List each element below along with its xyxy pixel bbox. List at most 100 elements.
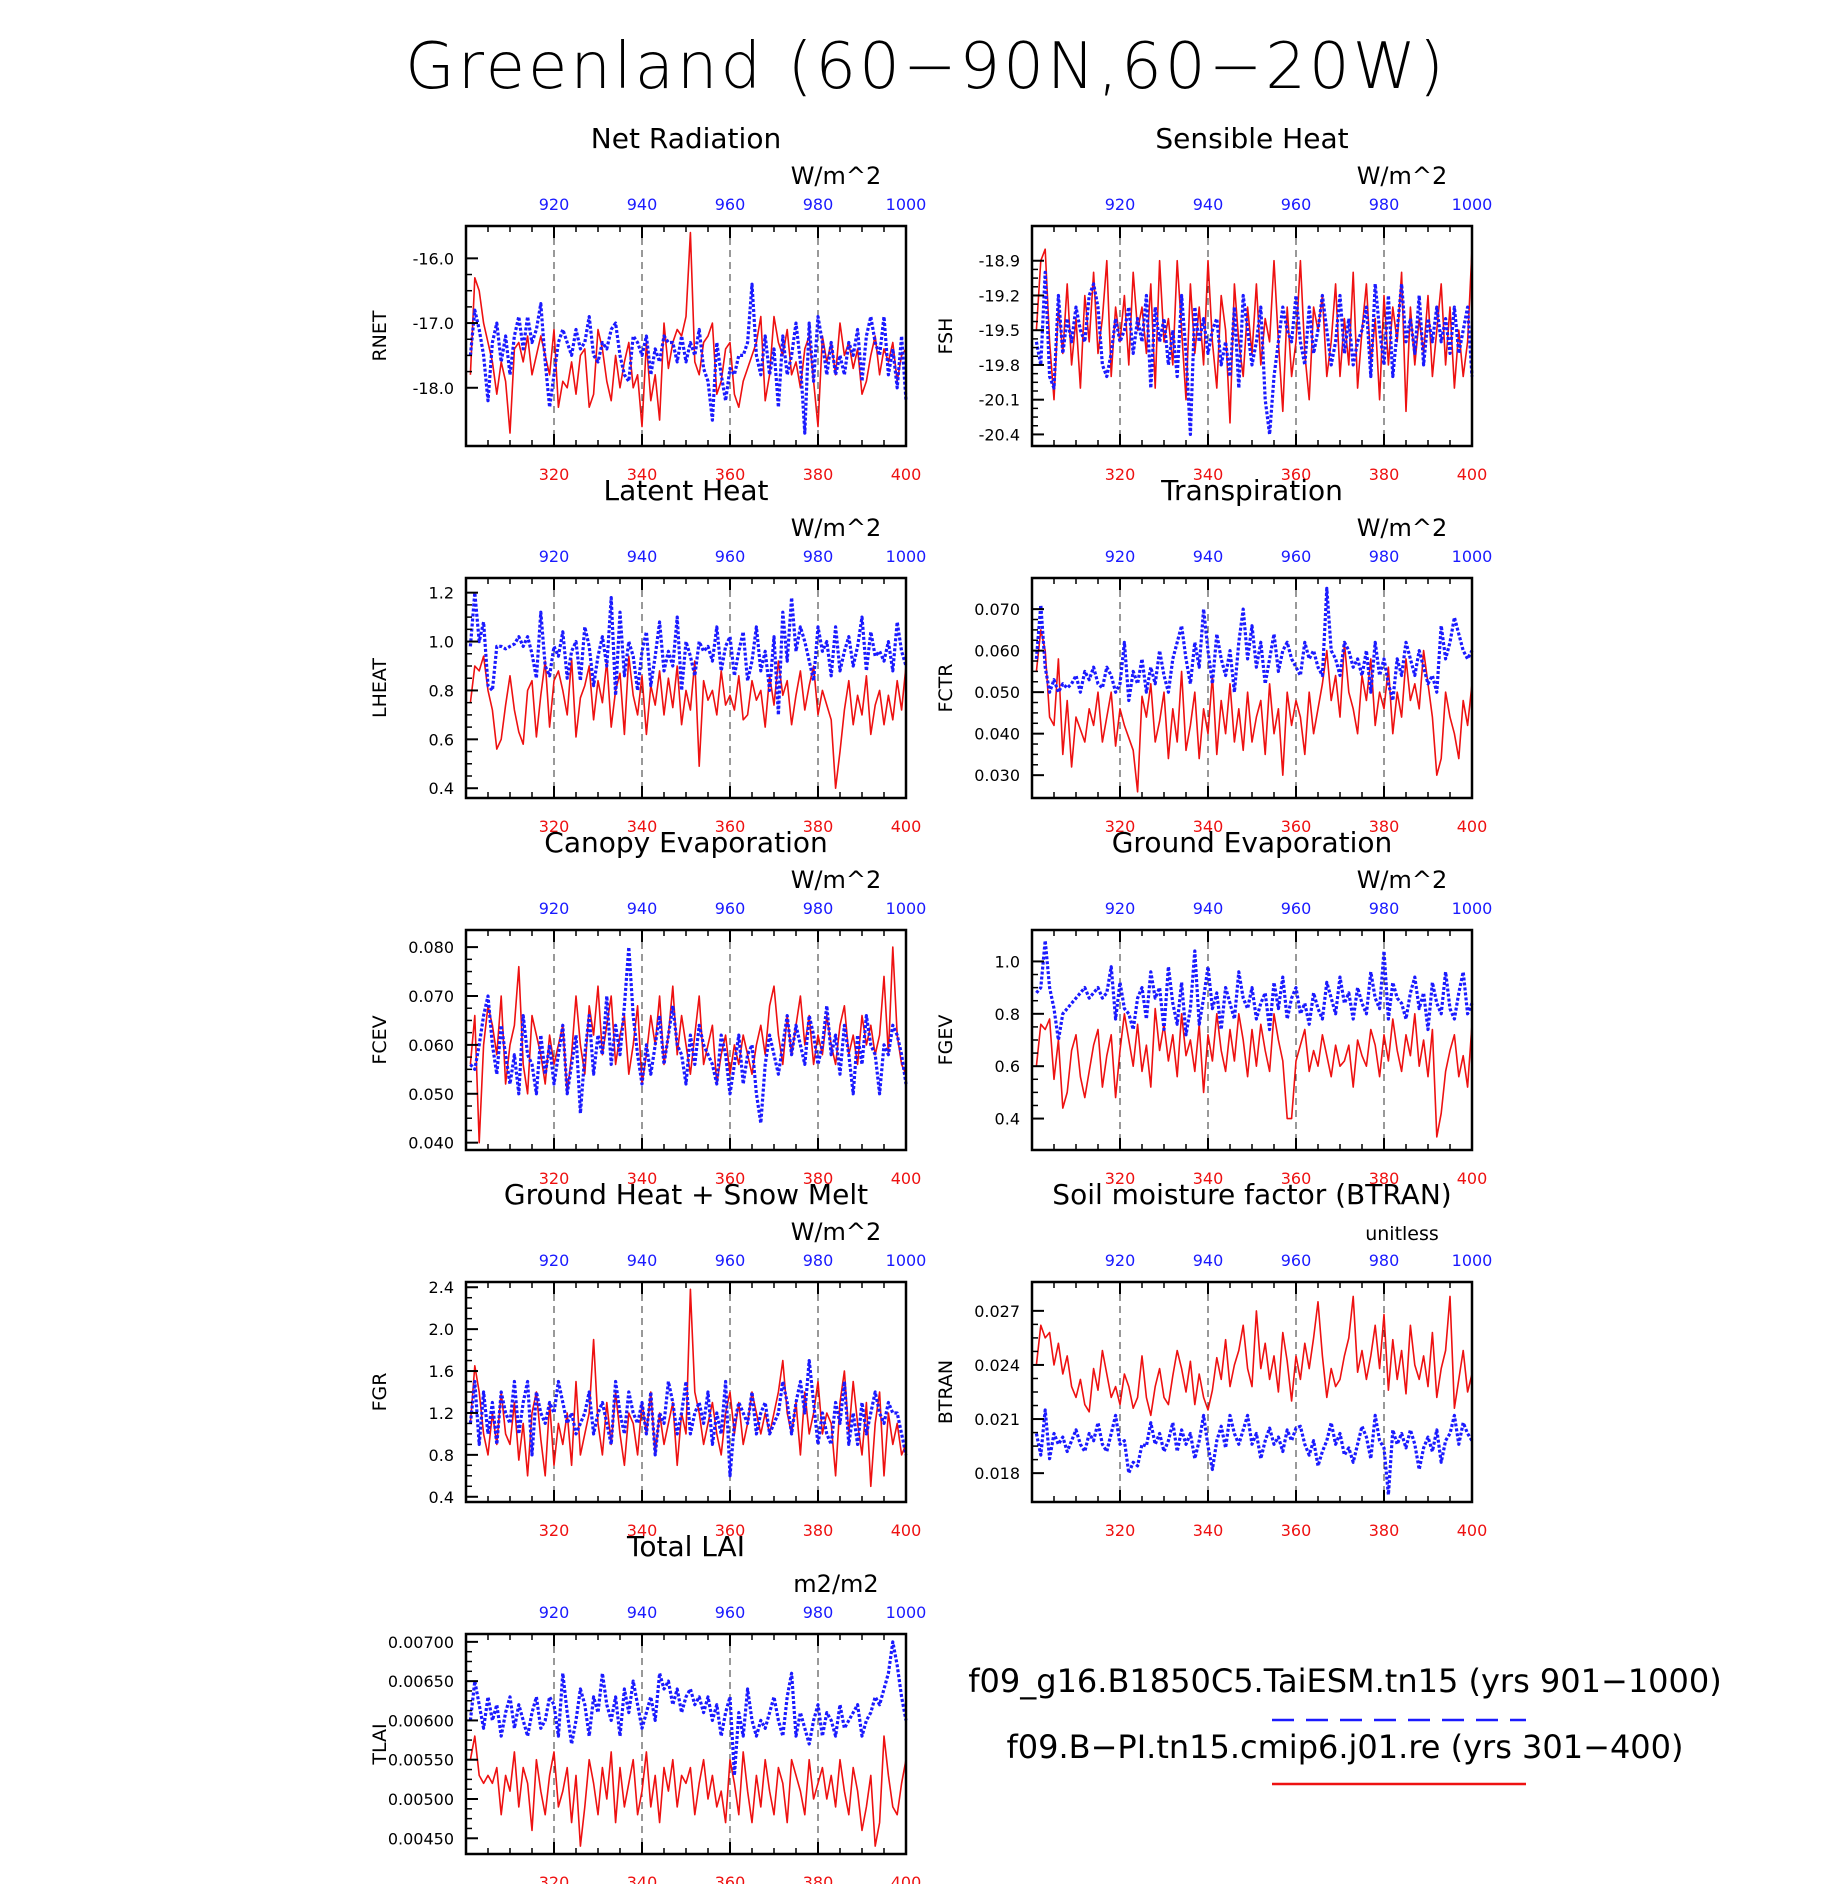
y-tick-label: 1.2 <box>429 1404 454 1423</box>
series-line-red <box>469 1288 907 1488</box>
x-bottom-tick-label: 380 <box>803 817 834 836</box>
y-axis-label: TLAI <box>369 1723 391 1765</box>
legend-entry-1: f09.B−PI.tn15.cmip6.j01.re (yrs 301−400) <box>1006 1728 1684 1786</box>
x-bottom-tick-label: 360 <box>1281 817 1312 836</box>
panel-btran: Soil moisture factor (BTRAN) unitless BTRA… <box>935 1178 1492 1540</box>
x-bottom-tick-label: 400 <box>1457 465 1488 484</box>
y-tick-label: 0.6 <box>995 1057 1020 1076</box>
x-top-tick-label: 1000 <box>886 1603 927 1622</box>
legend-label-1: f09.B−PI.tn15.cmip6.j01.re (yrs 301−400) <box>1006 1728 1683 1766</box>
x-bottom-tick-label: 360 <box>715 465 746 484</box>
x-bottom-tick-label: 380 <box>803 1521 834 1540</box>
x-top-tick-label: 920 <box>539 1603 570 1622</box>
x-bottom-tick-label: 380 <box>1369 817 1400 836</box>
y-tick-label: 2.0 <box>429 1320 454 1339</box>
y-tick-label: -19.2 <box>979 286 1020 305</box>
panel-title: Net Radiation <box>591 122 781 155</box>
x-bottom-tick-label: 380 <box>803 465 834 484</box>
x-bottom-tick-label: 340 <box>1193 1521 1224 1540</box>
y-tick-label: 0.018 <box>974 1464 1020 1483</box>
y-tick-label: -20.4 <box>979 425 1020 444</box>
x-bottom-tick-label: 320 <box>1105 817 1136 836</box>
x-bottom-tick-label: 320 <box>539 1873 570 1884</box>
x-bottom-tick-label: 320 <box>539 465 570 484</box>
units-label: W/m^2 <box>1357 514 1448 542</box>
series-line-red <box>1035 1295 1473 1417</box>
x-bottom-tick-label: 360 <box>715 1521 746 1540</box>
x-top-tick-label: 960 <box>715 195 746 214</box>
x-bottom-tick-label: 320 <box>539 1521 570 1540</box>
y-axis-label: FSH <box>935 318 957 355</box>
y-tick-label: 1.0 <box>429 633 454 652</box>
y-tick-label: 0.070 <box>408 987 454 1006</box>
x-top-tick-label: 920 <box>539 547 570 566</box>
x-top-tick-label: 960 <box>1281 1251 1312 1270</box>
series-line-blue <box>1035 938 1474 1042</box>
x-bottom-tick-label: 400 <box>1457 1521 1488 1540</box>
x-top-tick-label: 980 <box>1369 899 1400 918</box>
x-top-tick-label: 920 <box>539 899 570 918</box>
x-bottom-tick-label: 360 <box>1281 1521 1312 1540</box>
x-bottom-tick-label: 340 <box>627 1521 658 1540</box>
x-bottom-tick-label: 340 <box>627 1169 658 1188</box>
y-tick-label: 0.021 <box>974 1410 1020 1429</box>
panel-title: Latent Heat <box>603 474 768 507</box>
x-top-tick-label: 960 <box>715 1251 746 1270</box>
units-label: W/m^2 <box>791 162 882 190</box>
x-bottom-tick-label: 380 <box>1369 1521 1400 1540</box>
y-tick-label: 0.8 <box>429 1446 454 1465</box>
y-tick-label: 0.050 <box>408 1085 454 1104</box>
x-bottom-tick-label: 340 <box>1193 465 1224 484</box>
x-bottom-tick-label: 320 <box>539 817 570 836</box>
panel-rnet: Net Radiation W/m^2 RNET -18.0 -17.0 -16.0 320… <box>369 122 926 484</box>
y-tick-label: 0.6 <box>429 730 454 749</box>
x-top-tick-label: 940 <box>627 1251 658 1270</box>
series-line-blue <box>468 282 908 435</box>
x-bottom-tick-label: 400 <box>1457 1169 1488 1188</box>
x-bottom-tick-label: 380 <box>803 1169 834 1188</box>
panel-title: Ground Heat + Snow Melt <box>504 1178 868 1211</box>
x-top-tick-label: 1000 <box>1452 195 1493 214</box>
y-tick-label: 0.4 <box>995 1110 1020 1129</box>
y-tick-label: 0.060 <box>974 642 1020 661</box>
y-tick-label: 0.030 <box>974 766 1020 785</box>
x-top-tick-label: 980 <box>1369 547 1400 566</box>
y-tick-label: -18.0 <box>413 379 454 398</box>
x-top-tick-label: 1000 <box>886 547 927 566</box>
y-tick-label: 0.00550 <box>388 1751 454 1770</box>
panel-title: Ground Evaporation <box>1112 826 1393 859</box>
x-top-tick-label: 940 <box>627 899 658 918</box>
x-bottom-tick-label: 320 <box>1105 465 1136 484</box>
x-bottom-tick-label: 320 <box>1105 1521 1136 1540</box>
y-axis-label: BTRAN <box>935 1360 957 1424</box>
x-bottom-tick-label: 340 <box>1193 1169 1224 1188</box>
y-tick-label: -18.9 <box>979 252 1020 271</box>
y-tick-label: 0.8 <box>429 681 454 700</box>
y-tick-label: 0.00500 <box>388 1790 454 1809</box>
x-top-tick-label: 940 <box>627 195 658 214</box>
x-bottom-tick-label: 380 <box>1369 465 1400 484</box>
units-label: W/m^2 <box>1357 162 1448 190</box>
x-bottom-tick-label: 380 <box>1369 1169 1400 1188</box>
x-bottom-tick-label: 320 <box>539 1169 570 1188</box>
y-tick-label: 0.027 <box>974 1302 1020 1321</box>
panel-lheat: Latent Heat W/m^2 LHEAT 0.4 0.6 0.8 1.0 1.2 320 3… <box>369 474 926 836</box>
panel-title: Soil moisture factor (BTRAN) <box>1052 1178 1451 1211</box>
x-top-tick-label: 980 <box>803 899 834 918</box>
series-line-blue <box>468 1358 908 1478</box>
x-top-tick-label: 980 <box>1369 1251 1400 1270</box>
x-bottom-tick-label: 400 <box>891 1873 922 1884</box>
units-label: unitless <box>1365 1223 1439 1245</box>
x-top-tick-label: 960 <box>715 899 746 918</box>
x-bottom-tick-label: 400 <box>891 817 922 836</box>
x-top-tick-label: 980 <box>803 1251 834 1270</box>
x-top-tick-label: 960 <box>715 1603 746 1622</box>
x-bottom-tick-label: 400 <box>891 465 922 484</box>
units-label: W/m^2 <box>1357 866 1448 894</box>
y-tick-label: 2.4 <box>429 1278 454 1297</box>
x-bottom-tick-label: 320 <box>1105 1169 1136 1188</box>
y-tick-label: 0.080 <box>408 938 454 957</box>
x-bottom-tick-label: 360 <box>1281 465 1312 484</box>
panels: Net Radiation W/m^2 RNET -18.0 -17.0 -16.0 320… <box>369 122 1492 1884</box>
